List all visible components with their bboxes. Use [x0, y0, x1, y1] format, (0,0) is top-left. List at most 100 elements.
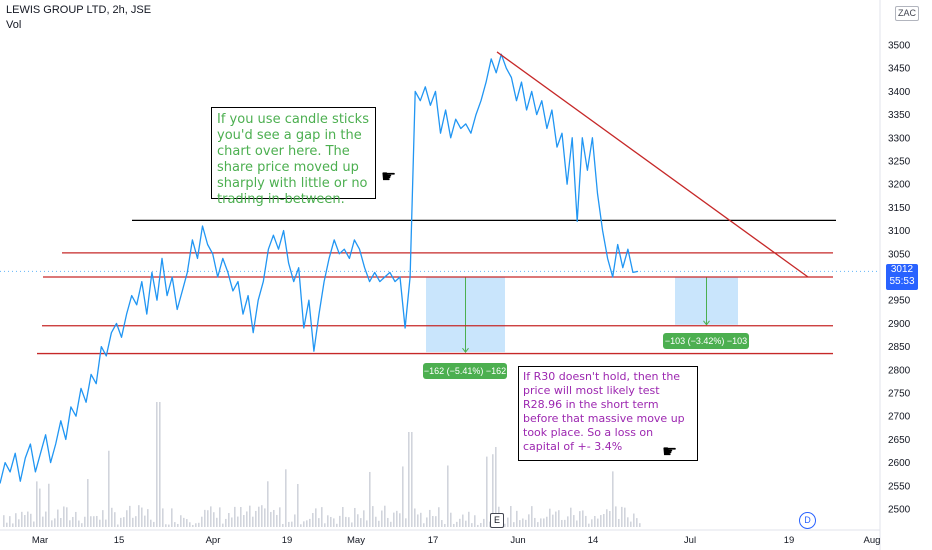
volume-bar	[603, 514, 605, 527]
volume-bar	[69, 520, 71, 527]
volume-bar	[63, 506, 65, 527]
volume-bar	[459, 518, 461, 527]
volume-bar	[636, 518, 638, 527]
volume-bar	[450, 512, 452, 527]
x-tick-label: 17	[428, 535, 439, 546]
volume-bar	[222, 523, 224, 527]
volume-bar	[540, 518, 542, 527]
volume-bar	[585, 515, 587, 527]
price-line-layer	[0, 53, 639, 484]
volume-bar	[267, 481, 269, 527]
volume-bar	[279, 507, 281, 527]
volume-bar	[600, 515, 602, 527]
volume-bar	[348, 517, 350, 527]
volume-bar	[261, 505, 263, 527]
volume-bar	[66, 507, 68, 527]
support-note[interactable]: If R30 doesn't hold, then the price will…	[518, 366, 698, 461]
y-tick-label: 3250	[888, 157, 911, 168]
trendline-layer[interactable]	[496, 51, 809, 278]
volume-bar	[438, 507, 440, 527]
volume-bar	[36, 481, 38, 527]
volume-bar	[234, 506, 236, 527]
y-tick-label: 3300	[888, 133, 911, 144]
volume-bar	[315, 508, 317, 527]
volume-bar	[516, 510, 518, 527]
volume-bar	[90, 516, 92, 527]
y-tick-label: 3400	[888, 87, 911, 98]
volume-bar	[15, 513, 17, 527]
volume-bar	[162, 508, 164, 527]
volume-bar	[12, 523, 14, 527]
volume-bar	[282, 523, 284, 527]
volume-bar	[171, 508, 173, 527]
volume-bar	[84, 516, 86, 527]
volume-bar	[150, 519, 152, 527]
volume-bar	[9, 516, 11, 527]
volume-bar	[102, 510, 104, 527]
volume-bar	[420, 512, 422, 527]
volume-bar	[639, 523, 641, 527]
volume-bar	[399, 513, 401, 527]
x-tick-label: Jun	[510, 535, 525, 546]
hand-pointer-icon: ☛	[662, 442, 678, 461]
volume-bar	[339, 515, 341, 527]
volume-bar	[177, 523, 179, 527]
volume-bar	[180, 515, 182, 527]
volume-bar	[111, 507, 113, 527]
volume-bar	[123, 517, 125, 527]
volume-bar	[126, 510, 128, 527]
volume-bar	[474, 515, 476, 527]
volume-bar	[246, 511, 248, 527]
volume-bar	[411, 432, 413, 527]
volume-bar	[120, 517, 122, 527]
volume-bar	[504, 523, 506, 527]
volume-bar	[105, 519, 107, 527]
volume-bar	[225, 518, 227, 527]
volume-bar	[78, 520, 80, 527]
volume-bar	[477, 524, 479, 527]
gap-note[interactable]: If you use candle sticks you'd see a gap…	[211, 107, 376, 207]
volume-bar	[195, 523, 197, 527]
volume-bar	[594, 515, 596, 527]
volume-bar	[468, 511, 470, 527]
volume-bar	[405, 518, 407, 527]
volume-bar	[48, 483, 50, 527]
volume-bar	[357, 514, 359, 527]
volume-bar	[435, 516, 437, 527]
volume-bar	[381, 510, 383, 527]
volume-bar	[192, 524, 194, 527]
volume-bar	[522, 518, 524, 527]
volume-bar	[447, 465, 449, 527]
volume-bar	[57, 509, 59, 527]
volume-bar	[525, 519, 527, 527]
volume-bar	[81, 523, 83, 527]
volume-bar	[285, 469, 287, 527]
price-axis[interactable]: 2500 2550 2600 2650 2700 2750 2800 2850 2900 2950…	[888, 41, 911, 516]
volume-label: Vol	[6, 19, 22, 31]
volume-bar	[582, 510, 584, 527]
volume-bar	[108, 450, 110, 527]
volume-bar	[573, 515, 575, 527]
volume-bar	[552, 514, 554, 527]
dividend-event-icon[interactable]: D	[799, 512, 816, 529]
time-axis[interactable]: Mar 15 Apr 19 May 17 Jun 14 Jul 19 Aug	[32, 535, 881, 546]
volume-bar	[240, 507, 242, 527]
currency-badge[interactable]: ZAC	[895, 6, 919, 21]
volume-bar	[513, 522, 515, 527]
volume-bar	[264, 508, 266, 527]
hand-pointer-icon: ☛	[381, 167, 397, 186]
volume-bar	[345, 516, 347, 527]
volume-bar	[294, 514, 296, 527]
volume-bar	[303, 521, 305, 527]
volume-bar	[129, 505, 131, 527]
earnings-event-icon[interactable]: E	[490, 513, 504, 528]
volume-bar	[579, 511, 581, 527]
volume-bar	[426, 517, 428, 527]
volume-bar	[333, 518, 335, 527]
volume-bar	[417, 514, 419, 527]
volume-bar	[567, 516, 569, 527]
y-tick-label: 2600	[888, 458, 911, 469]
volume-bar	[627, 517, 629, 527]
volume-bar	[528, 514, 530, 527]
